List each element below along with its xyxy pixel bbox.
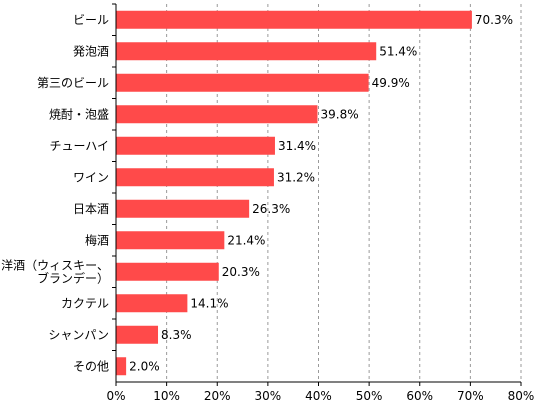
bar-4 [116,136,275,155]
category-labels: ビール発泡酒第三のビール焼酎・泡盛チューハイワイン日本酒梅酒洋酒（ウィスキー、ブ… [1,13,109,374]
category-label-1: 発泡酒 [73,44,109,58]
value-label-4: 31.4% [278,139,316,153]
category-label-line: 梅酒 [85,232,109,247]
x-tick-label-7: 70% [457,389,484,403]
bar-6 [116,199,250,218]
x-tick-label-8: 80% [508,389,535,403]
bar-1 [116,42,377,61]
x-tick-label-3: 30% [255,389,282,403]
bar-11 [116,357,127,376]
category-label-6: 日本酒 [73,202,109,216]
category-label-10: シャンパン [48,328,109,342]
grid-lines [166,4,522,382]
value-label-5: 31.2% [277,170,315,184]
category-label-8: 洋酒（ウィスキー、ブランデー） [1,257,109,285]
bar-3 [116,105,318,124]
bar-2 [116,73,369,92]
value-label-1: 51.4% [379,44,417,58]
bar-8 [116,262,219,281]
category-label-line: チューハイ [49,139,109,153]
value-label-3: 39.8% [320,107,358,121]
category-label-line: ブランデー） [37,270,109,285]
category-label-5: ワイン [73,170,109,184]
category-label-4: チューハイ [49,139,109,153]
value-label-7: 21.4% [227,233,265,247]
category-label-line: 洋酒（ウィスキー、 [1,257,109,272]
category-label-line: その他 [73,359,109,373]
value-label-8: 20.3% [222,265,260,279]
bar-0 [116,10,472,29]
category-label-line: 日本酒 [73,202,109,216]
x-tick-labels: 0% 10% 20% 30% 40% 50% 60% 70% 80% [106,389,534,403]
value-label-11: 2.0% [129,359,160,373]
value-label-6: 26.3% [252,202,290,216]
category-label-11: その他 [73,359,109,373]
x-tick-label-1: 10% [153,389,180,403]
x-tick-label-6: 60% [406,389,433,403]
category-label-7: 梅酒 [85,232,109,247]
bar-10 [116,325,159,344]
bars [116,10,472,376]
category-label-line: 焼酎・泡盛 [49,106,109,121]
x-tick-label-2: 20% [204,389,231,403]
axes [112,3,522,386]
bar-5 [116,168,274,187]
category-label-line: 第三のビール [37,76,109,90]
category-label-line: 発泡酒 [73,44,109,58]
category-label-3: 焼酎・泡盛 [49,106,109,121]
category-label-line: シャンパン [48,328,109,342]
value-label-2: 49.9% [372,76,410,90]
x-tick-label-5: 50% [356,389,383,403]
value-label-10: 8.3% [161,328,192,342]
category-label-2: 第三のビール [37,76,109,90]
x-tick-label-0: 0% [106,389,125,403]
category-label-9: カクテル [61,296,109,310]
value-label-0: 70.3% [475,13,513,27]
category-label-0: ビール [73,13,109,27]
value-labels: 70.3% 51.4% 49.9% 39.8% 31.4% 31.2% 26.3% 21.4%… [129,13,513,374]
x-tick-label-4: 40% [305,389,332,403]
bar-7 [116,231,225,250]
bar-9 [116,294,188,313]
category-label-line: カクテル [61,296,109,310]
category-label-line: ワイン [73,170,109,184]
value-label-9: 14.1% [190,296,228,310]
category-label-line: ビール [73,13,109,27]
